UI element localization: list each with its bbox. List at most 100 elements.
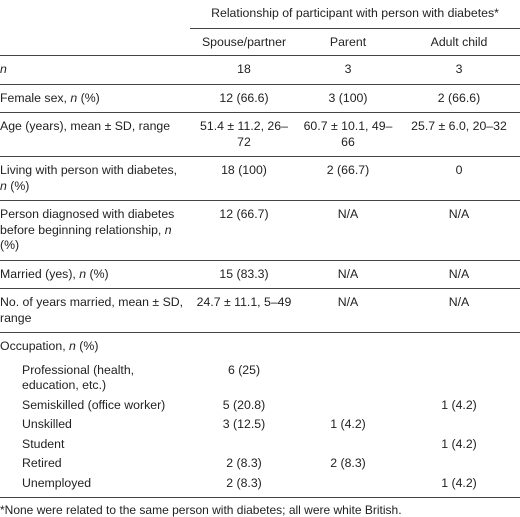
- table-row: Living with person with diabetes, n (%) 1…: [0, 156, 520, 201]
- label-text: No. of years married, mean ± SD, range: [0, 295, 184, 325]
- cell: 3 (12.5): [222, 417, 266, 431]
- blank: [0, 4, 190, 28]
- data-table: Relationship of participant with person …: [0, 4, 520, 498]
- table-row: Occupation, n (%): [0, 332, 520, 361]
- table-row: Age (years), mean ± SD, range 51.4 ± 11.2…: [0, 112, 520, 157]
- cell: 24.7 ± 11.1, 5–49: [196, 295, 292, 309]
- table-row: Semiskilled (office worker) 5 (20.8) 1 (4.…: [0, 396, 520, 416]
- cell: N/A: [337, 295, 359, 309]
- label-text: Age (years), mean ± SD, range: [0, 119, 171, 133]
- cell: 3: [344, 62, 352, 76]
- spanner-header: Relationship of participant with person …: [190, 4, 520, 29]
- footnote: *None were related to the same person wi…: [0, 503, 402, 517]
- cell: 1 (4.2): [330, 417, 366, 431]
- label-text: Occupation,: [0, 339, 70, 353]
- cell: [190, 333, 298, 361]
- label-text: Married (yes),: [0, 266, 80, 281]
- cell: N/A: [448, 295, 470, 309]
- label-text: n: [164, 222, 172, 237]
- table-row: Unemployed 2 (8.3) 1 (4.2): [0, 474, 520, 498]
- table-row: No. of years married, mean ± SD, range 24…: [0, 288, 520, 333]
- row-label: Professional (health, education, etc.): [0, 361, 190, 396]
- column-header: Spouse/partner: [201, 34, 287, 49]
- label-text: n: [70, 90, 78, 105]
- row-label: Occupation, n (%): [0, 333, 190, 361]
- row-label: Retired: [0, 454, 190, 474]
- cell: 2 (66.7): [326, 163, 370, 177]
- cell: 1 (4.2): [441, 397, 477, 412]
- cell: 1 (4.2): [441, 475, 477, 490]
- cell: [398, 454, 520, 474]
- label-text: Professional (health, education, etc.): [22, 362, 135, 393]
- row-label: Semiskilled (office worker): [0, 396, 190, 416]
- label-text: n: [69, 339, 76, 353]
- row-label: n: [0, 56, 190, 85]
- cell: 15 (83.3): [219, 266, 269, 281]
- label-text: n: [0, 178, 7, 193]
- table-row: Student 1 (4.2): [0, 435, 520, 455]
- row-label: Unemployed: [0, 474, 190, 498]
- table-body: n 18 3 3 Female sex, n (%) 12 (66.6) 3 (100) 2 …: [0, 56, 520, 498]
- table-row: Professional (health, education, etc.) 6 …: [0, 361, 520, 396]
- cell: N/A: [337, 207, 359, 221]
- cell: [398, 415, 520, 435]
- label-text: (%): [6, 178, 30, 193]
- cell: [298, 435, 398, 455]
- table-row: Person diagnosed with diabetes before be…: [0, 200, 520, 261]
- label-text: n: [0, 62, 7, 76]
- cell: [298, 396, 398, 416]
- column-header: Parent: [329, 34, 367, 49]
- table-row: Unskilled 3 (12.5) 1 (4.2): [0, 415, 520, 435]
- cell: [190, 435, 298, 455]
- label-text: Unemployed: [22, 475, 92, 490]
- label-text: Female sex,: [0, 90, 71, 105]
- cell: 2 (8.3): [330, 456, 366, 470]
- cell: 3: [455, 62, 463, 76]
- label-text: (%): [0, 238, 20, 252]
- blank: [0, 28, 190, 56]
- table-row: Retired 2 (8.3) 2 (8.3): [0, 454, 520, 474]
- cell: 51.4 ± 11.2, 26–72: [200, 119, 288, 149]
- cell: 18: [237, 62, 251, 76]
- cell: N/A: [448, 207, 470, 221]
- table-row: Female sex, n (%) 12 (66.6) 3 (100) 2 (66.6…: [0, 84, 520, 113]
- label-text: (%): [77, 90, 100, 105]
- cell: N/A: [448, 266, 470, 281]
- label-text: Student: [22, 436, 65, 451]
- cell: 2 (66.6): [437, 90, 481, 105]
- table-row: Married (yes), n (%) 15 (83.3) N/A N/A: [0, 260, 520, 289]
- cell: 1 (4.2): [441, 436, 477, 451]
- label-text: (%): [86, 266, 109, 281]
- cell: [398, 361, 520, 396]
- cell: [298, 333, 398, 361]
- cell: 12 (66.6): [219, 90, 269, 105]
- label-text: n: [79, 266, 87, 281]
- row-label: No. of years married, mean ± SD, range: [0, 289, 190, 333]
- row-label: Female sex, n (%): [0, 84, 190, 113]
- column-header-row: Spouse/partner Parent Adult child: [0, 28, 520, 56]
- label-text: Living with person with diabetes,: [0, 163, 178, 177]
- cell: 3 (100): [328, 90, 368, 105]
- cell: [398, 333, 520, 361]
- cell: 12 (66.7): [219, 207, 269, 221]
- cell: N/A: [337, 266, 359, 281]
- column-header: Adult child: [430, 34, 488, 49]
- row-label: Age (years), mean ± SD, range: [0, 113, 190, 157]
- label-text: Unskilled: [22, 417, 72, 431]
- cell: 5 (20.8): [222, 397, 266, 412]
- cell: 25.7 ± 6.0, 20–32: [411, 119, 507, 133]
- cell: 60.7 ± 10.1, 49–66: [303, 119, 393, 149]
- cell: 0: [455, 163, 463, 177]
- table-head: Relationship of participant with person …: [0, 4, 520, 56]
- cell: 6 (25): [227, 362, 261, 377]
- row-label: Unskilled: [0, 415, 190, 435]
- row-label: Living with person with diabetes, n (%): [0, 157, 190, 201]
- row-label: Married (yes), n (%): [0, 260, 190, 289]
- label-text: (%): [75, 339, 99, 353]
- row-label: Person diagnosed with diabetes before be…: [0, 201, 190, 261]
- cell: 18 (100): [221, 163, 267, 177]
- label-text: Semiskilled (office worker): [22, 397, 166, 412]
- page: Relationship of participant with person …: [0, 4, 520, 517]
- table-row: n 18 3 3: [0, 56, 520, 85]
- label-text: Retired: [22, 456, 62, 470]
